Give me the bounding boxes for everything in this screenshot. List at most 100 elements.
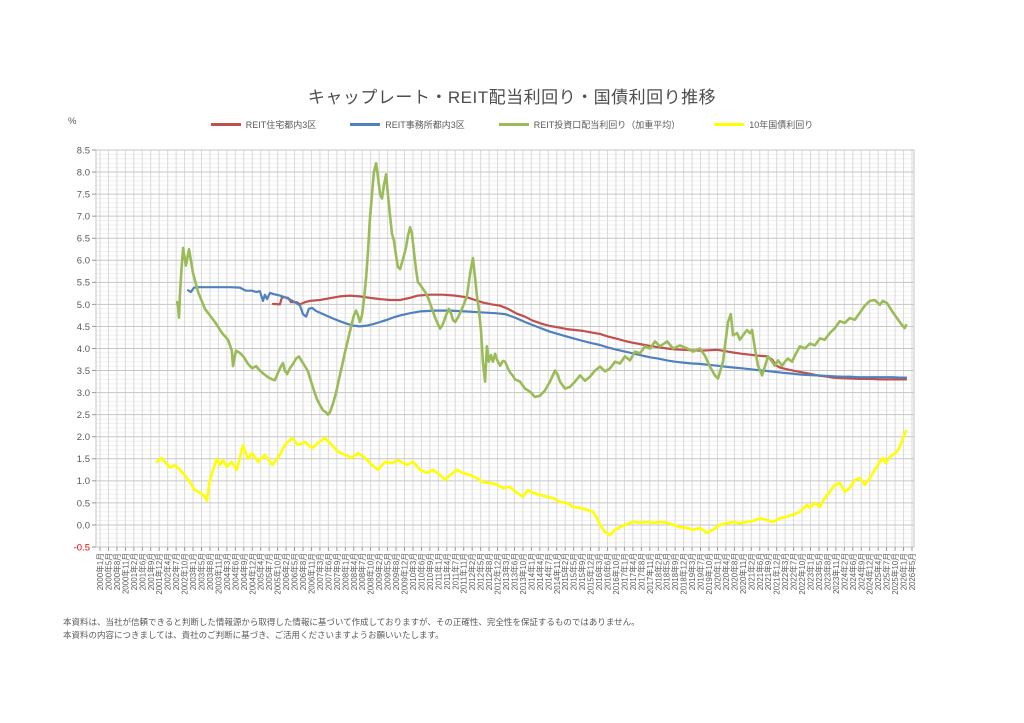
series-line-1 [271,293,908,381]
y-tick-label: 2.5 [77,410,90,421]
x-tick-label: 2026年1月 [899,553,909,590]
x-tick-label: 2002年10月 [180,553,190,595]
x-tick-label: 2014年4月 [535,553,545,590]
x-tick-label: 2008年10月 [366,553,376,595]
legend-label: REIT投資口配当利回り（加重平均） [533,120,681,130]
x-tick-label: 2008年7月 [357,553,367,590]
x-tick-label: 2007年9月 [332,553,342,590]
x-tick-label: 2018年5月 [662,553,672,590]
x-tick-label: 2019年3月 [687,553,697,590]
legend-item: 10年国債利回り [714,118,813,131]
x-tick-label: 2024年12月 [865,553,875,595]
y-tick-label: 6.5 [77,234,90,245]
x-tick-label: 2008年4月 [349,553,359,590]
x-tick-label: 2025年4月 [873,553,883,590]
y-tick-label: 5.5 [77,278,90,289]
x-tick-label: 2006年11月 [306,553,316,594]
x-tick-label: 2001年2月 [129,553,139,590]
y-axis-unit-label: % [68,116,77,127]
y-tick-label: 4.5 [77,322,90,333]
x-tick-label: 2023年5月 [814,553,824,590]
x-tick-label: 2010年6月 [416,553,426,590]
x-tick-label: 2006年5月 [290,553,300,590]
legend-swatch [350,123,381,126]
x-tick-label: 2021年12月 [772,553,782,595]
x-axis-labels: 2000年1月 2000年5月 2000年8月 2000年11月 2001年2月 2001… [95,553,917,595]
y-tick-label: 5.0 [77,300,90,311]
x-tick-label: 2003年5月 [197,553,207,590]
x-tick-label: 2007年3月 [315,553,325,590]
legend-label: REIT事務所都内3区 [385,120,465,130]
legend-item: REIT住宅都内3区 [210,118,317,131]
legend-swatch [498,123,529,126]
x-tick-label: 2000年5月 [103,553,113,590]
x-tick-label: 2015年9月 [577,553,587,590]
x-tick-label: 2000年11月 [120,553,130,594]
x-tick-label: 2002年4月 [163,553,173,590]
x-tick-label: 2026年5月 [907,553,917,590]
y-tick-label: 2.0 [77,432,90,443]
x-tick-label: 2014年7月 [543,553,553,590]
x-tick-label: 2004年3月 [222,553,232,590]
x-tick-label: 2000年1月 [95,553,105,590]
x-tick-label: 2011年7月 [450,553,460,590]
x-tick-label: 2017年4月 [628,553,638,590]
x-tick-label: 2024年2月 [839,553,849,590]
legend-item: REIT投資口配当利回り（加重平均） [498,118,681,131]
x-tick-label: 2017年1月 [619,553,629,590]
x-tick-label: 2004年9月 [239,553,249,590]
legend-label: REIT住宅都内3区 [245,120,317,130]
x-tick-label: 2009年5月 [383,553,393,590]
x-tick-label: 2024年9月 [856,553,866,590]
x-tick-label: 2009年2月 [374,553,384,590]
series-line-3 [175,161,908,417]
x-tick-label: 2009年8月 [391,553,401,590]
x-tick-label: 2010年9月 [425,553,435,590]
x-tick-label: 2008年1月 [340,553,350,590]
x-tick-label: 2011年11月 [459,553,469,593]
x-tick-label: 2022年7月 [789,553,799,590]
axis-tick-marks [92,149,913,551]
x-tick-label: 2020年1月 [712,553,722,590]
x-tick-label: 2004年6月 [230,553,240,590]
chart-legend: REIT住宅都内3区 REIT事務所都内3区 REIT投資口配当利回り（加重平均） 1… [0,118,1024,131]
x-tick-label: 2025年7月 [882,553,892,590]
x-tick-label: 2005年7月 [264,553,274,590]
x-tick-label: 2023年11月 [831,553,841,594]
x-tick-label: 2011年1月 [433,553,443,590]
legend-swatch [714,123,745,126]
y-tick-label: 6.0 [77,256,90,267]
y-tick-label: 0.0 [77,520,90,531]
x-tick-label: 2013年10月 [518,553,528,595]
y-tick-label: 8.5 [77,145,90,156]
x-tick-label: 2020年8月 [729,553,739,590]
y-tick-label: 3.5 [77,366,90,377]
x-tick-label: 2021年6月 [755,553,765,590]
x-tick-label: 2018年2月 [653,553,663,590]
legend-label: 10年国債利回り [749,120,814,130]
x-tick-label: 2007年6月 [323,553,333,590]
x-tick-label: 2021年2月 [746,553,756,590]
y-tick-label: 1.5 [77,454,90,465]
x-tick-label: 2017年11月 [645,553,655,594]
x-tick-label: 2011年4月 [442,553,452,590]
x-tick-label: 2012年5月 [476,553,486,590]
chart-title: キャップレート・REIT配当利回り・国債利回り推移 [307,88,717,107]
x-tick-label: 2001年12月 [154,553,164,595]
x-tick-label: 2018年12月 [679,553,689,595]
y-axis-labels: 8.5 8.0 7.5 7.0 6.5 6.0 5.5 5.0 4.5 4.0 3.5 3.0 2.5 2… [74,145,90,553]
x-tick-label: 2004年12月 [247,553,257,595]
y-tick-label: 4.0 [77,344,90,355]
x-tick-label: 2020年4月 [721,553,731,590]
x-tick-label: 2009年12月 [400,553,410,595]
x-tick-label: 2022年3月 [780,553,790,590]
x-tick-label: 2017年8月 [636,553,646,590]
x-tick-label: 2023年8月 [822,553,832,590]
x-tick-label: 2016年10月 [611,553,621,595]
y-tick-label: 1.0 [77,476,90,487]
x-tick-label: 2023年1月 [806,553,816,590]
footnote-line-2: 本資料の内容につきましては、貴社のご判断に基づき、ご活用くださいますようお願いい… [63,630,444,640]
y-tick-label: 8.0 [77,167,90,178]
